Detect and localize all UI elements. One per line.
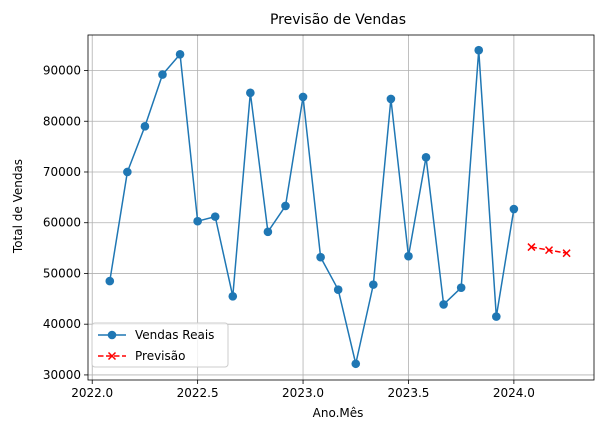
series-line bbox=[109, 49, 515, 365]
legend-marker bbox=[107, 330, 117, 340]
x-tick-label: 2022.5 bbox=[177, 386, 219, 400]
x-tick-label: 2022.0 bbox=[71, 386, 113, 400]
data-point bbox=[456, 283, 466, 292]
legend-label: Previsão bbox=[135, 349, 185, 363]
y-tick-label: 70000 bbox=[43, 165, 81, 179]
data-point bbox=[263, 227, 273, 237]
legend-marker bbox=[107, 351, 117, 361]
x-tick-label: 2023.5 bbox=[387, 386, 429, 400]
data-point bbox=[474, 45, 484, 55]
data-point bbox=[527, 243, 536, 252]
y-tick-label: 50000 bbox=[43, 266, 81, 280]
data-point bbox=[509, 204, 519, 214]
plot-frame bbox=[87, 34, 595, 381]
data-point bbox=[439, 300, 448, 309]
y-axis-label: Total de Vendas bbox=[11, 159, 25, 254]
data-point bbox=[316, 252, 325, 262]
axes bbox=[84, 34, 595, 384]
data-point bbox=[544, 246, 554, 255]
data-point bbox=[298, 92, 308, 102]
data-point bbox=[140, 122, 150, 131]
data-point bbox=[421, 152, 431, 162]
data-point bbox=[281, 201, 290, 211]
data-point bbox=[404, 251, 413, 261]
legend: Vendas Reais Previsão bbox=[91, 322, 229, 368]
data-point bbox=[175, 49, 185, 59]
series-layer bbox=[105, 45, 571, 369]
data-point bbox=[228, 291, 238, 301]
data-point bbox=[492, 312, 501, 321]
data-point bbox=[369, 280, 378, 289]
data-point bbox=[246, 88, 255, 98]
data-point bbox=[123, 167, 132, 177]
x-tick-label: 2023.0 bbox=[282, 386, 324, 400]
y-tick-label: 40000 bbox=[43, 317, 81, 331]
tick-labels: 2022.0 2022.5 2023.0 2023.5 2024.0 30000 40000… bbox=[43, 64, 535, 400]
data-point bbox=[333, 285, 343, 294]
data-point bbox=[351, 359, 361, 369]
data-point bbox=[562, 249, 571, 258]
data-point bbox=[386, 94, 396, 104]
legend-items: Vendas Reais Previsão bbox=[98, 328, 214, 363]
x-tick-label: 2024.0 bbox=[493, 386, 535, 400]
y-tick-label: 90000 bbox=[43, 64, 81, 78]
data-point bbox=[158, 70, 167, 79]
legend-label: Vendas Reais bbox=[135, 328, 214, 342]
chart-title: Previsão de Vendas bbox=[270, 12, 406, 28]
y-tick-label: 60000 bbox=[43, 216, 81, 230]
y-tick-label: 30000 bbox=[43, 368, 81, 382]
data-point bbox=[105, 276, 115, 286]
y-tick-label: 80000 bbox=[43, 114, 81, 128]
data-point bbox=[210, 212, 220, 221]
data-point bbox=[193, 216, 202, 226]
x-axis-label: Ano.Mês bbox=[313, 406, 364, 420]
